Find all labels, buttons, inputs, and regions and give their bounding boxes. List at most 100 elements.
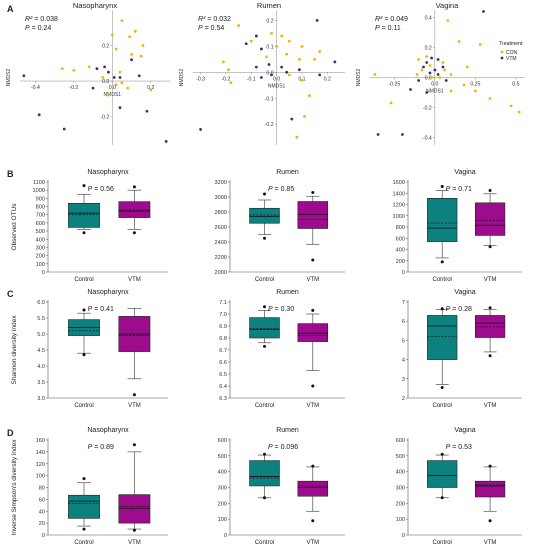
box-vtm — [118, 494, 151, 524]
point-vtm — [22, 74, 26, 78]
point-vtm — [436, 73, 440, 76]
y-tick-label: 100 — [218, 517, 227, 523]
point-vtm — [428, 71, 432, 75]
y-tick-label: 500 — [36, 229, 45, 235]
x-tick-label-control: Control — [433, 403, 452, 409]
nmds-plot-nasopharynx: -0.4 -0.2 0.0 0.2 -0.2 0.0 0.2 Nasopharynx NMDS1… — [6, 1, 170, 145]
x-tick-label: -0.25 — [388, 82, 400, 88]
y-tick-label: 2 — [402, 396, 405, 402]
y-tick-label: 6.7 — [219, 348, 227, 354]
boxplot-b-vagina: 0 200 400 600 800 1000 1200 1400 1600 Vagina Contr… — [393, 169, 522, 283]
outlier-vtm — [311, 519, 315, 523]
y-tick-label: 0.1 — [266, 44, 273, 50]
stat-p: P = 0.096 — [268, 444, 298, 451]
x-tick-label-control: Control — [255, 540, 274, 546]
point-vtm — [37, 113, 41, 117]
point-con — [101, 76, 105, 79]
x-tick-label: 0.0 — [431, 82, 438, 88]
y-tick-label: 300 — [36, 245, 45, 251]
point-con — [373, 73, 377, 76]
y-tick-label: 20 — [39, 521, 45, 527]
y-tick-label: 200 — [396, 259, 405, 265]
point-con — [130, 53, 133, 56]
stat-p: P = 0.41 — [88, 306, 114, 313]
box-control — [249, 460, 280, 487]
point-con — [229, 81, 233, 85]
point-vtm — [254, 65, 258, 69]
stat-p: P = 0.54 — [198, 25, 224, 32]
point-con — [420, 68, 424, 72]
y-tick-label: -0.1 — [265, 96, 274, 102]
point-con — [120, 81, 124, 85]
y-tick-label: 200 — [36, 254, 45, 260]
box-vtm — [297, 480, 329, 497]
point-vtm — [436, 58, 440, 61]
outlier-vtm — [132, 393, 136, 397]
y-tick-label: 1000 — [33, 188, 45, 194]
x-axis-label: NMDS1 — [268, 83, 286, 89]
point-con — [478, 43, 482, 46]
chart-title: Rumen — [276, 289, 299, 296]
y-tick-label: 0.2 — [266, 18, 273, 24]
point-vtm — [164, 140, 168, 143]
stat-p: P = 0.71 — [446, 186, 472, 193]
point-con — [438, 76, 442, 79]
y-tick-label: 80 — [39, 486, 45, 492]
point-con — [465, 65, 469, 69]
y-tick-label: 1100 — [33, 180, 45, 186]
y-tick-label: 0.0 — [425, 76, 432, 82]
stat-p: P = 0.56 — [88, 186, 114, 193]
y-axis-label: NMDS2 — [356, 69, 362, 87]
y-tick-label: 2600 — [215, 225, 227, 231]
legend-marker-con — [500, 50, 504, 54]
x-tick-label: 0.5 — [512, 82, 519, 88]
point-con — [415, 73, 419, 76]
stat-p: P = 0.89 — [88, 444, 114, 451]
stat-p: P = 0.30 — [268, 306, 294, 313]
x-tick-label-control: Control — [255, 403, 274, 409]
point-con — [222, 60, 225, 64]
y-tick-label: 0.2 — [425, 46, 432, 52]
stat-p: P = 0.85 — [268, 186, 294, 193]
y-tick-label: 500 — [396, 454, 405, 460]
y-tick-label: 400 — [36, 237, 45, 243]
point-vtm — [145, 109, 149, 113]
chart-title: Nasopharynx — [87, 169, 129, 176]
y-tick-label: 2400 — [215, 240, 227, 246]
stat-p: P = 0.24 — [25, 25, 51, 32]
point-con — [295, 135, 299, 139]
point-vtm — [401, 133, 404, 136]
point-con — [133, 29, 137, 33]
outlier-vtm — [132, 528, 136, 532]
box-control — [427, 315, 458, 360]
y-tick-label: 6.9 — [219, 324, 227, 330]
point-vtm — [441, 65, 445, 69]
x-tick-label: 0.2 — [324, 76, 331, 82]
outlier-control — [263, 344, 266, 348]
y-tick-label: 700 — [36, 213, 45, 219]
point-vtm — [430, 56, 433, 60]
y-axis-label: NMDS2 — [179, 69, 185, 87]
y-tick-label: 400 — [396, 248, 405, 254]
y-tick-label: 0.4 — [425, 16, 432, 22]
legend-title: Treatment — [499, 41, 523, 47]
outlier-vtm — [488, 188, 492, 192]
stat-r2: R² = 0.038 — [25, 16, 58, 23]
boxplot-d-rumen: 0 100 200 300 400 500 600 Rumen Control VTM — [218, 427, 345, 546]
point-vtm — [130, 58, 133, 62]
point-con — [298, 57, 301, 61]
point-vtm — [62, 127, 66, 131]
box-vtm — [474, 315, 506, 338]
y-tick-label: 5.5 — [37, 316, 45, 322]
y-tick-label: 3.0 — [37, 396, 45, 402]
outlier-control — [263, 192, 266, 196]
x-tick-label: 0.2 — [147, 85, 154, 91]
point-con — [139, 54, 143, 58]
box-control — [68, 494, 100, 519]
outlier-control — [82, 308, 86, 312]
point-vtm — [290, 117, 294, 121]
chart-title: Rumen — [276, 169, 299, 176]
y-tick-label: 600 — [396, 438, 405, 444]
x-tick-label-vtm: VTM — [128, 403, 141, 409]
y-tick-label: 1400 — [393, 191, 405, 197]
